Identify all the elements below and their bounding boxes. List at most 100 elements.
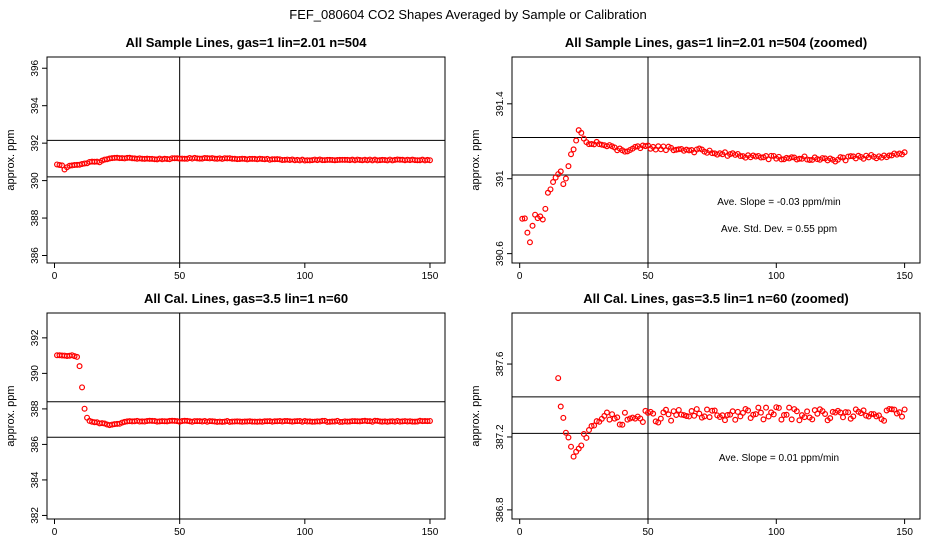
data-point: [757, 409, 764, 416]
data-point: [665, 411, 672, 418]
y-tick-label: 384: [30, 471, 41, 488]
y-tick-label: 386: [30, 436, 41, 453]
data-point: [583, 434, 590, 441]
data-point: [526, 239, 533, 246]
data-point: [783, 411, 790, 418]
x-tick-label: 50: [642, 271, 654, 282]
data-point: [521, 215, 528, 222]
x-tick-label: 150: [422, 527, 439, 538]
data-point: [568, 151, 575, 158]
data-point: [621, 409, 628, 416]
data-point: [59, 162, 66, 169]
data-point: [868, 411, 875, 418]
y-axis-label: approx. ppm: [470, 129, 482, 190]
data-point: [693, 406, 700, 413]
data-point: [578, 442, 585, 449]
data-point: [860, 407, 867, 414]
data-point: [598, 141, 605, 148]
data-point: [901, 406, 908, 413]
data-point: [642, 143, 649, 150]
data-point: [780, 412, 787, 419]
data-point: [750, 411, 757, 418]
data-point: [557, 403, 564, 410]
data-point: [76, 363, 83, 370]
data-point: [588, 422, 595, 429]
data-point: [603, 409, 610, 416]
data-point: [619, 421, 626, 428]
data-point: [593, 418, 600, 425]
y-tick-label: 390: [30, 365, 41, 382]
data-point: [678, 411, 685, 418]
data-point: [788, 416, 795, 423]
data-point: [539, 216, 546, 223]
x-tick-label: 150: [896, 271, 913, 282]
data-point: [827, 415, 834, 422]
data-point: [788, 154, 795, 161]
y-tick-label: 386.8: [495, 497, 506, 522]
data-point: [763, 404, 770, 411]
data-point: [81, 160, 88, 167]
data-point: [775, 404, 782, 411]
data-point: [847, 153, 854, 160]
data-point: [657, 415, 664, 422]
data-point: [732, 416, 739, 423]
data-point: [840, 414, 847, 421]
data-point: [814, 410, 821, 417]
plot-area: [511, 312, 921, 520]
data-point: [650, 410, 657, 417]
y-axis-label: approx. ppm: [470, 385, 482, 446]
data-point: [724, 412, 731, 419]
data-point: [706, 414, 713, 421]
data-point: [796, 417, 803, 424]
data-point: [901, 149, 908, 156]
data-point: [709, 407, 716, 414]
data-point: [806, 156, 813, 163]
data-point: [675, 146, 682, 153]
data-point: [704, 406, 711, 413]
panel-cal-lines: All Cal. Lines, gas=3.5 lin=1 n=60 appro…: [5, 291, 446, 538]
data-point: [842, 409, 849, 416]
data-point: [760, 416, 767, 423]
data-point: [578, 129, 585, 136]
data-point: [863, 412, 870, 419]
y-tick-label: 392: [30, 134, 41, 151]
data-point: [565, 163, 572, 170]
annotation-slope: Ave. Slope = 0.01 ppm/min: [719, 453, 839, 464]
points: 0 50 100 150 382 384 386 388 390 392: [30, 313, 445, 538]
data-point: [557, 168, 564, 175]
panel-cal-lines-zoomed: All Cal. Lines, gas=3.5 lin=1 n=60 (zoom…: [470, 291, 921, 538]
y-tick-label: 382: [30, 507, 41, 524]
data-point: [888, 406, 895, 413]
data-point: [793, 408, 800, 415]
data-point: [424, 156, 431, 163]
data-point: [621, 148, 628, 155]
data-point: [755, 404, 762, 411]
x-tick-label: 100: [296, 527, 313, 538]
data-point: [686, 147, 693, 154]
data-point: [542, 205, 549, 212]
data-point: [614, 414, 621, 421]
data-point: [673, 412, 680, 419]
data-point: [662, 406, 669, 413]
chart-title: All Sample Lines, gas=1 lin=2.01 n=504 (…: [565, 35, 867, 50]
data-point: [560, 181, 567, 188]
data-point: [796, 155, 803, 162]
data-point: [606, 416, 613, 423]
data-point: [850, 413, 857, 420]
data-point: [752, 411, 759, 418]
data-point: [886, 152, 893, 159]
data-point: [550, 178, 557, 185]
y-axis-label: approx. ppm: [5, 385, 17, 446]
data-point: [819, 155, 826, 162]
data-point: [424, 418, 431, 425]
data-point: [691, 412, 698, 419]
data-point: [845, 409, 852, 416]
y-tick-label: 387.2: [495, 424, 506, 449]
y-tick-label: 391: [495, 170, 506, 187]
data-point: [688, 407, 695, 414]
data-point: [737, 153, 744, 160]
data-point: [729, 408, 736, 415]
x-tick-label: 150: [422, 271, 439, 282]
chart-title: All Sample Lines, gas=1 lin=2.01 n=504: [126, 35, 368, 50]
